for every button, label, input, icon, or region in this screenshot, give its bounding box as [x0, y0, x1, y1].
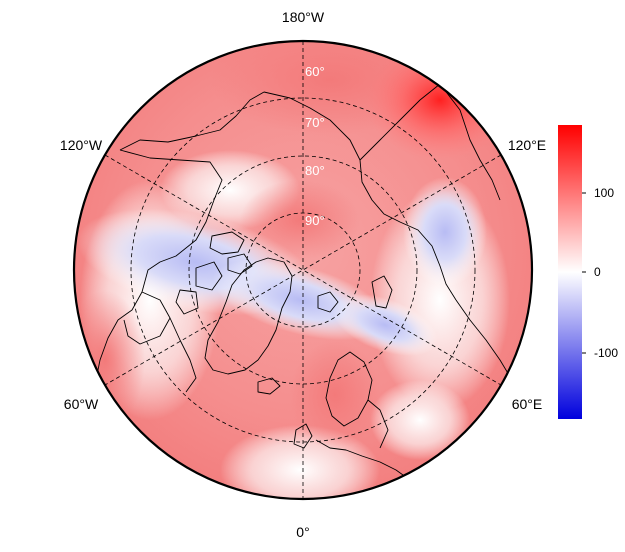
coast-canadian-archipelago-3 [195, 261, 223, 291]
field-positive-anomaly-pole [240, 180, 360, 260]
longitude-label-top: 180°W [282, 9, 325, 25]
coast-canadian-archipelago-4 [175, 289, 199, 315]
field-negative-anomaly-southeast [332, 294, 438, 356]
longitude-label-lower-left: 60°W [64, 396, 99, 412]
coast-labrador [169, 317, 197, 393]
coast-east-asia [359, 83, 441, 161]
coast-baltic [367, 399, 389, 449]
coast-canadian-archipelago-1 [209, 231, 245, 255]
coast-greenland [204, 257, 293, 375]
meridian-120e-60w [104, 154, 502, 386]
colorbar-tick-label-neg100: -100 [594, 346, 618, 360]
coast-hudson-bay [123, 291, 171, 345]
coast-scandinavia [325, 351, 373, 427]
map-boundary [72, 39, 534, 501]
field-positive-anomaly-atlantic [290, 340, 380, 450]
longitude-label-upper-left: 120°W [60, 137, 103, 153]
longitude-label-bottom: 0° [296, 524, 309, 540]
coast-alaska [119, 91, 265, 151]
colorbar-gradient [558, 125, 582, 419]
map-disc: 90° 80° 70° 60° [74, 41, 532, 499]
coast-kamchatka [439, 83, 501, 201]
coast-north-america [95, 149, 223, 381]
meridian-120w-60e [104, 154, 502, 386]
colorbar-tick-label-0: 0 [594, 265, 601, 279]
coast-novaya-zemlya [371, 275, 393, 309]
latitude-label-90: 90° [305, 213, 325, 228]
longitude-label-lower-right: 60°E [512, 396, 543, 412]
latitude-label-70: 70° [305, 115, 325, 130]
field-pale-zone-lower-right [370, 380, 470, 460]
graticule [104, 41, 502, 499]
coast-europe [315, 439, 411, 481]
coast-svalbard [317, 291, 339, 313]
colorbar-tick-label-100: 100 [594, 186, 614, 200]
coast-russia-east [455, 299, 513, 381]
field-negative-anomaly-east [403, 177, 487, 287]
coast-british-isles [293, 423, 313, 449]
colorbar: 100 0 -100 [558, 125, 618, 419]
latitude-label-80: 80° [305, 163, 325, 178]
longitude-label-upper-right: 120°E [508, 137, 546, 153]
latitude-circle-60 [130, 97, 476, 443]
coast-siberia [263, 91, 457, 301]
latitude-label-60: 60° [305, 64, 325, 79]
